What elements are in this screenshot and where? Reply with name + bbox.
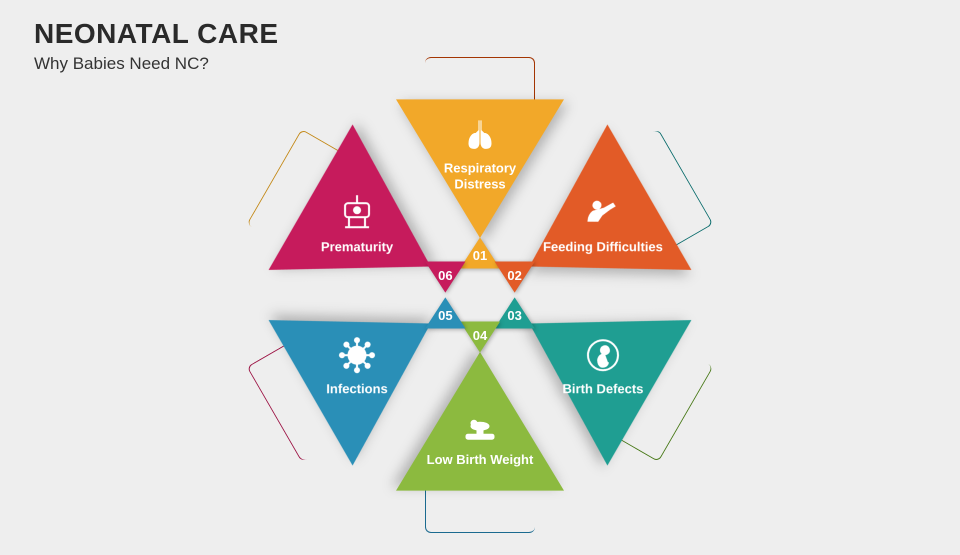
segment-number-badge: 05 bbox=[421, 294, 469, 336]
segment-label: Prematurity bbox=[321, 239, 393, 255]
baby-feed-icon bbox=[583, 193, 623, 233]
fetus-icon bbox=[583, 335, 623, 375]
segment-label: Low Birth Weight bbox=[427, 452, 534, 468]
reasons-wheel: Respiratory Distress 01 Feeding Difficul… bbox=[220, 35, 740, 555]
segment-number-badge: 02 bbox=[491, 254, 539, 296]
segment-label: Infections bbox=[327, 381, 388, 397]
lungs-icon bbox=[460, 115, 500, 155]
segment-number-badge: 06 bbox=[421, 254, 469, 296]
incubator-icon bbox=[337, 193, 377, 233]
